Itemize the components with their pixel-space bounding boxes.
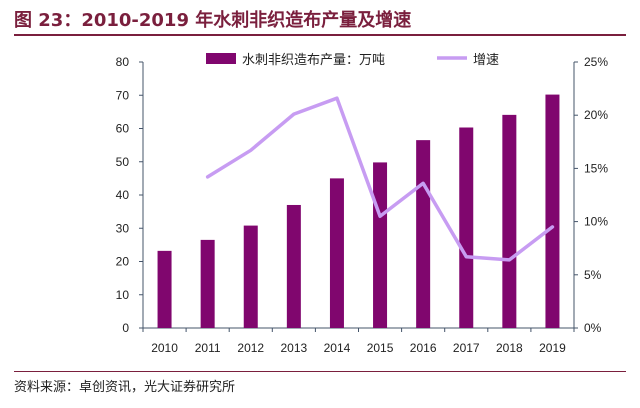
production-bar [502,114,517,329]
left-tick-label: 60 [116,122,130,136]
legend-label-growth: 增速 [473,53,499,68]
right-tick-label: 20% [584,108,608,122]
figure-title: 图 23：2010-2019 年水刺非织造布产量及增速 [14,10,412,31]
x-tick-label: 2018 [496,341,523,355]
x-tick-label: 2019 [539,341,566,355]
production-bar [545,94,560,329]
left-tick-label: 20 [116,255,130,269]
legend-swatch-production [206,53,236,64]
production-bar [243,225,258,328]
title-divider [14,34,626,36]
x-tick-label: 2010 [151,341,178,355]
left-tick-label: 30 [116,221,130,235]
x-tick-label: 2017 [453,341,480,355]
production-bar [416,140,431,328]
source-note: 资料来源：卓创资讯，光大证券研究所 [14,380,236,395]
x-tick-label: 2014 [324,341,351,355]
x-tick-label: 2012 [237,341,264,355]
right-tick-label: 0% [584,321,602,335]
production-bar [157,250,172,328]
left-tick-label: 50 [116,155,130,169]
left-tick-label: 0 [122,321,129,335]
x-tick-label: 2011 [195,341,221,355]
right-tick-label: 10% [584,215,608,229]
legend-label-production: 水刺非织造布产量：万吨 [242,53,385,68]
production-bar [286,204,301,328]
left-tick-label: 40 [116,188,130,202]
right-tick-label: 25% [584,55,608,69]
left-tick-label: 80 [116,55,130,69]
x-tick-label: 2016 [410,341,437,355]
production-bar [329,178,344,328]
left-tick-label: 10 [116,288,130,302]
production-bar [459,127,474,328]
left-tick-label: 70 [116,88,130,102]
production-bar [200,239,215,328]
x-tick-label: 2015 [367,341,394,355]
right-tick-label: 15% [584,161,608,175]
source-divider [14,371,626,372]
production-bar [373,162,388,328]
x-tick-label: 2013 [280,341,307,355]
right-tick-label: 5% [584,268,602,282]
